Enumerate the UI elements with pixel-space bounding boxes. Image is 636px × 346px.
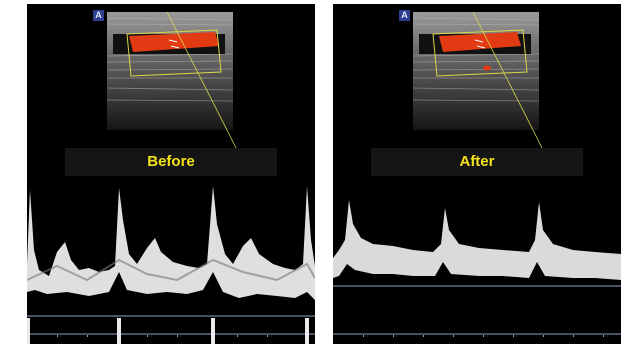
scan-mode-icon: A (93, 10, 104, 21)
ultrasound-panel-after: A After (333, 4, 621, 344)
doppler-spectrum-after (333, 200, 621, 337)
panel-label-after: After (459, 153, 495, 170)
scan-mode-icon: A (399, 10, 410, 21)
doppler-cursor-line (166, 12, 228, 130)
doppler-spectrum-before (27, 186, 315, 344)
bmode-color-doppler-image (107, 12, 233, 130)
bmode-color-doppler-image (413, 12, 539, 130)
doppler-cursor-line (472, 12, 534, 130)
panel-label-bar: After (371, 148, 583, 176)
color-flow-region (439, 32, 521, 52)
color-flow-region (129, 32, 219, 52)
sample-box (126, 29, 222, 77)
ultrasound-panel-before: A Before (27, 4, 315, 344)
sample-box (432, 29, 528, 77)
panel-label-bar: Before (65, 148, 277, 176)
panel-label-before: Before (147, 153, 195, 170)
